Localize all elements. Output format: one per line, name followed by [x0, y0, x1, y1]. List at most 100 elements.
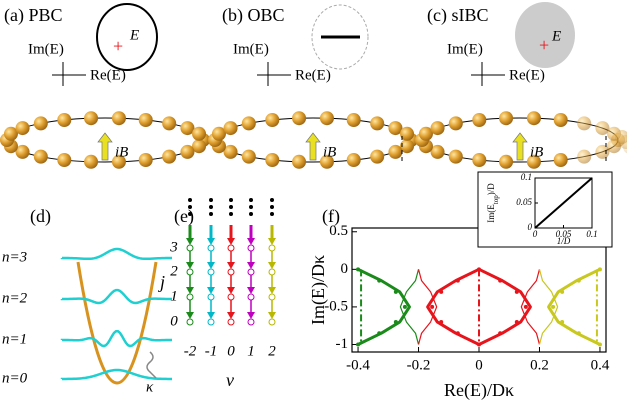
bead	[292, 111, 306, 125]
bead	[527, 111, 541, 125]
site	[228, 319, 234, 325]
data-point	[439, 290, 443, 294]
inset-y-tick-label: 0.1	[521, 172, 532, 182]
arrowhead	[268, 287, 276, 294]
site	[248, 294, 254, 300]
data-point	[498, 279, 502, 283]
bead	[34, 116, 48, 130]
potential	[78, 262, 156, 383]
chart: -0.4-0.200.20.40.50-0.5-1Re(E)/DκIm(E)/D…	[308, 172, 612, 401]
im-axis-label: Im(E)	[28, 41, 64, 57]
site	[187, 319, 193, 325]
bead	[499, 111, 513, 125]
nu-label: -1	[205, 343, 218, 359]
x-tick-label: 0.4	[591, 357, 610, 373]
inset-y-tick-label: 0.05	[516, 197, 532, 207]
ellipsis-dot	[270, 205, 274, 209]
panel-label: (e)	[174, 206, 194, 227]
y-axis-label: j	[158, 272, 165, 292]
data-point	[598, 342, 602, 346]
ellipsis-dot	[249, 198, 253, 202]
bead	[431, 121, 445, 135]
bead	[57, 113, 71, 127]
data-point	[377, 331, 381, 335]
x-axis-label: Re(E)/Dκ	[444, 380, 514, 401]
arrowhead	[268, 262, 276, 269]
curve	[358, 269, 409, 344]
field-arrow	[98, 133, 112, 160]
field-arrow	[513, 133, 527, 160]
arrowhead	[207, 312, 215, 319]
cross: +	[539, 35, 549, 55]
data-point	[515, 320, 519, 324]
panel-label: (d)	[30, 206, 51, 227]
ellipsis-dot	[188, 205, 192, 209]
bead	[472, 153, 486, 167]
x-axis-label: ν	[226, 370, 234, 390]
panel-label: (b) OBC	[222, 5, 285, 26]
re-axis-label: Re(E)	[509, 67, 545, 83]
x-tick-label: -0.2	[407, 357, 431, 373]
bead	[347, 153, 361, 167]
site	[248, 319, 254, 325]
bead	[449, 116, 463, 130]
ellipsis-dot	[229, 212, 233, 216]
data-point	[515, 290, 519, 294]
data-point	[403, 305, 407, 309]
bead	[265, 113, 279, 127]
decay-arrow	[147, 352, 156, 378]
y-tick-label: 0	[341, 261, 349, 277]
field-label: iB	[115, 144, 128, 160]
site	[228, 294, 234, 300]
inset-y-label-part: Im(E	[486, 204, 496, 223]
bead	[84, 111, 98, 125]
site	[248, 269, 254, 275]
site	[228, 269, 234, 275]
inset-x-tick-label: 0	[533, 229, 538, 239]
data-point	[456, 279, 460, 283]
site	[248, 245, 254, 251]
nu-label: 2	[268, 343, 276, 359]
ellipsis-dot	[270, 212, 274, 216]
inset-y-label-part: )/D	[486, 183, 496, 195]
arrowhead	[247, 238, 255, 245]
arrowhead	[207, 238, 215, 245]
arrowhead	[227, 287, 235, 294]
arrowhead	[186, 238, 194, 245]
arrowhead	[207, 287, 215, 294]
data-point	[598, 267, 602, 271]
j-label: 2	[170, 263, 178, 279]
inset-y-tick-label: 0	[528, 222, 533, 232]
bead	[162, 150, 176, 164]
re-axis-label: Re(E)	[90, 67, 126, 83]
curve	[428, 269, 479, 344]
energy-label: E	[551, 28, 561, 44]
arrowhead	[268, 238, 276, 245]
site	[208, 245, 214, 251]
arrowhead	[186, 287, 194, 294]
y-tick-label: -1	[336, 336, 349, 352]
panel-label: (a) PBC	[4, 5, 63, 26]
bead	[499, 155, 513, 169]
ellipsis-dot	[188, 212, 192, 216]
bead	[292, 155, 306, 169]
bead	[242, 150, 256, 164]
data-point	[560, 290, 564, 294]
arrowhead	[186, 312, 194, 319]
field-label: iB	[530, 144, 543, 160]
inset-x-tick-label: 0.1	[586, 229, 597, 239]
wavefunction	[62, 290, 172, 303]
y-axis-label: Im(E)/Dκ	[308, 255, 329, 325]
arrowhead	[227, 312, 235, 319]
axes-cross	[52, 62, 86, 86]
bead-rings: iB iB iB	[0, 111, 627, 169]
site	[208, 294, 214, 300]
data-point	[430, 305, 434, 309]
data-point	[356, 267, 360, 271]
ellipsis-dot	[209, 212, 213, 216]
bead	[224, 121, 238, 135]
decay-label: κ	[146, 379, 154, 395]
bead	[320, 111, 334, 125]
arrowhead	[247, 312, 255, 319]
field-label: iB	[323, 144, 336, 160]
